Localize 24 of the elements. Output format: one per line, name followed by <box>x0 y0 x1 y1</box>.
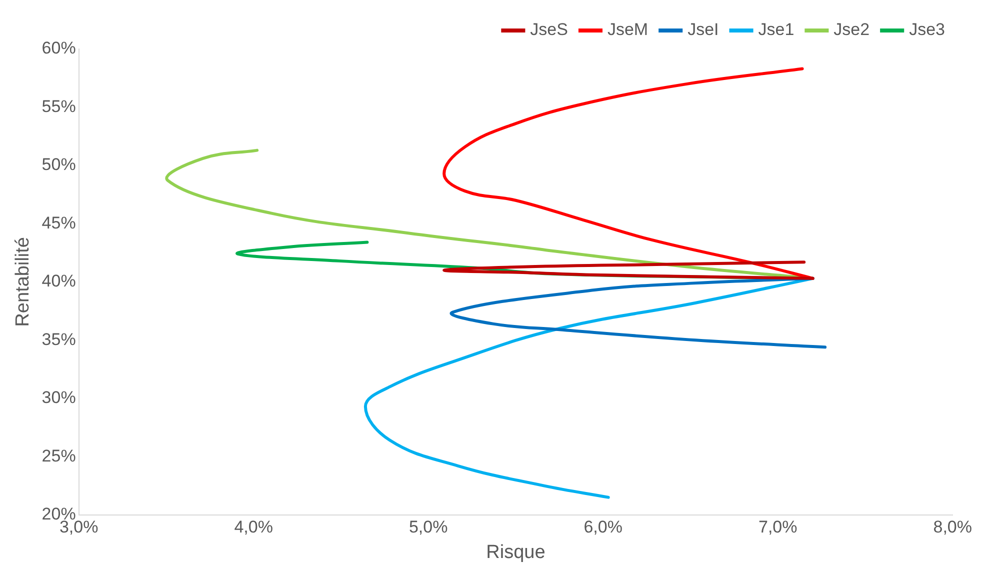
legend-label: JseS <box>530 20 568 40</box>
y-tick-label: 25% <box>42 446 76 466</box>
legend-label: JseM <box>607 20 648 40</box>
y-tick-label: 35% <box>42 330 76 349</box>
y-tick-label: 60% <box>42 38 76 58</box>
y-tick-label: 50% <box>42 155 76 174</box>
y-tick-label: 45% <box>42 213 76 232</box>
x-tick-label: 6,0% <box>584 518 622 537</box>
x-tick-label: 4,0% <box>234 518 273 537</box>
line-series <box>442 260 814 280</box>
y-tick-label: 40% <box>42 272 76 291</box>
line-series <box>451 276 827 349</box>
legend-label: JseI <box>688 20 719 40</box>
x-tick-label: 5,0% <box>408 518 448 537</box>
x-axis-title: Risque <box>486 542 546 563</box>
legend-label: Jse2 <box>834 20 870 40</box>
x-tick-label: 8,0% <box>933 518 972 537</box>
x-tick-label: 7,0% <box>758 518 798 537</box>
line-series <box>442 67 814 280</box>
y-tick-label: 55% <box>42 96 76 116</box>
y-tick-label: 30% <box>42 388 76 408</box>
legend-label: Jse3 <box>909 20 946 40</box>
legend-label: Jse1 <box>758 20 794 40</box>
y-axis-title: Rentabilité <box>12 237 34 327</box>
